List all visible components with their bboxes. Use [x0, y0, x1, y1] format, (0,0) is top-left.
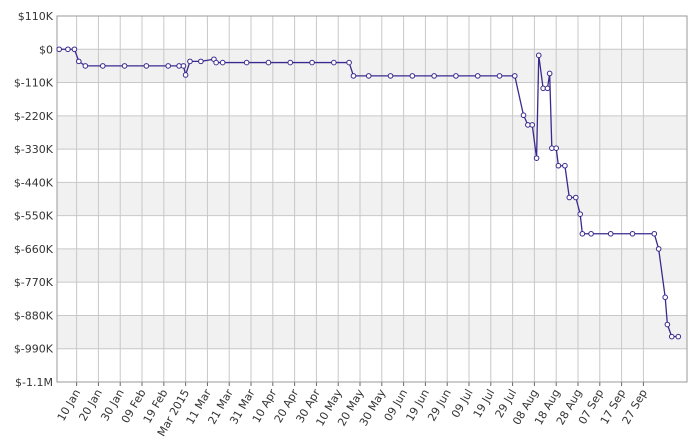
point: [664, 321, 671, 328]
point: [165, 63, 171, 69]
point: [553, 145, 560, 151]
point: [99, 63, 106, 69]
point: [265, 59, 272, 66]
y-tick-label: $110K: [18, 10, 54, 23]
point: [387, 73, 394, 79]
point: [529, 122, 536, 128]
point: [573, 194, 579, 201]
y-tick-label: $-770K: [14, 276, 54, 289]
point: [287, 59, 294, 66]
point: [243, 59, 250, 66]
y-tick-label: $-440K: [14, 176, 54, 189]
y-tick-label: $-1.1M: [15, 376, 53, 389]
y-tick-label: $-110K: [14, 77, 54, 90]
plot-border: [56, 15, 688, 383]
point: [309, 59, 315, 66]
point: [182, 72, 189, 78]
point: [662, 294, 669, 301]
point: [350, 73, 357, 79]
y-tick-label: $-330K: [14, 143, 54, 156]
point: [520, 112, 527, 119]
point: [180, 63, 187, 69]
point: [431, 73, 437, 79]
point: [346, 59, 352, 66]
point: [577, 211, 583, 217]
band: [57, 315, 687, 349]
point: [533, 155, 540, 161]
point: [409, 73, 416, 79]
band: [57, 115, 687, 150]
point: [219, 59, 226, 66]
point: [579, 230, 586, 237]
point: [546, 70, 553, 77]
y-tick-label: $-550K: [14, 210, 54, 223]
point: [607, 230, 614, 237]
point: [675, 333, 682, 340]
point: [655, 246, 662, 252]
point: [566, 194, 573, 201]
point: [75, 58, 82, 65]
point: [651, 230, 658, 237]
point: [562, 162, 568, 169]
y-tick-label: $-660K: [14, 243, 54, 256]
point: [629, 230, 636, 237]
point: [213, 59, 219, 66]
point: [71, 46, 78, 53]
point: [65, 46, 71, 53]
point: [453, 73, 459, 79]
point: [555, 162, 562, 169]
point: [365, 73, 372, 79]
point: [82, 63, 89, 69]
point: [187, 58, 193, 65]
point: [198, 58, 204, 65]
point: [544, 85, 551, 92]
point: [121, 63, 128, 69]
point: [535, 52, 542, 59]
point: [668, 333, 675, 340]
band: [57, 182, 687, 216]
y-tick-label: $-880K: [14, 309, 54, 322]
y-tick-label: $0: [39, 43, 53, 56]
point: [496, 73, 503, 79]
y-tick-label: $-990K: [14, 343, 54, 356]
point: [143, 63, 150, 69]
point: [331, 59, 337, 66]
band: [57, 248, 687, 283]
point: [588, 230, 594, 237]
point: [56, 46, 62, 53]
y-tick-label: $-220K: [14, 110, 54, 123]
point: [511, 73, 518, 79]
point: [474, 73, 481, 79]
